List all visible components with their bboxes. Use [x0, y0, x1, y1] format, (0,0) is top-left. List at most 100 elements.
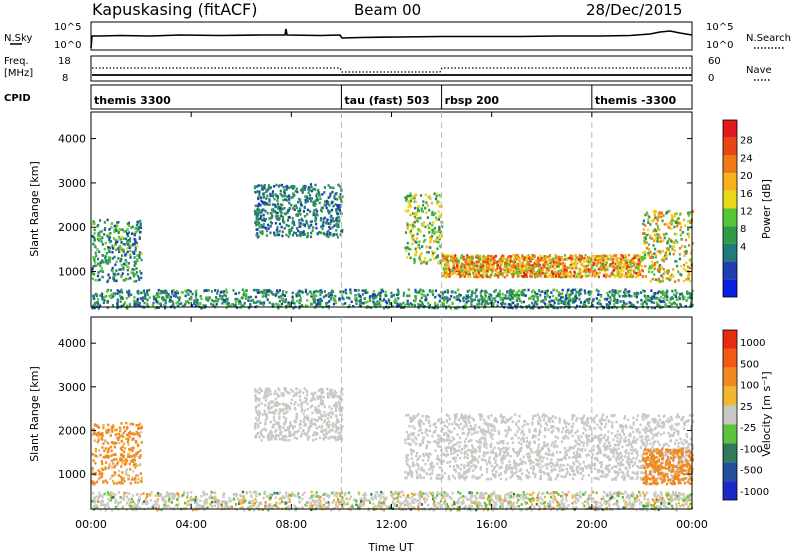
data-cell — [627, 270, 630, 273]
data-cell — [608, 275, 611, 278]
data-cell — [417, 244, 420, 247]
data-cell — [489, 266, 492, 270]
data-cell — [133, 506, 136, 510]
data-cell — [326, 232, 329, 236]
data-cell — [477, 502, 481, 505]
data-cell — [130, 271, 133, 274]
data-cell — [489, 294, 493, 297]
data-cell — [270, 216, 273, 220]
data-cell — [616, 267, 619, 270]
data-cell — [683, 263, 686, 267]
data-cell — [499, 499, 502, 502]
data-cell — [200, 306, 203, 310]
data-cell — [685, 299, 688, 302]
data-cell — [533, 272, 536, 276]
data-cell — [482, 257, 485, 261]
data-cell — [280, 302, 284, 306]
data-cell — [309, 220, 312, 224]
data-cell — [287, 505, 290, 509]
data-cell — [121, 254, 124, 257]
data-cell — [432, 213, 435, 217]
data-cell — [302, 233, 305, 236]
data-cell — [565, 274, 568, 278]
data-cell — [326, 219, 329, 223]
data-cell — [393, 299, 396, 303]
data-cell — [417, 291, 421, 294]
data-cell — [156, 497, 160, 501]
data-cell — [661, 239, 664, 243]
data-cell — [156, 494, 159, 497]
data-cell — [288, 302, 292, 305]
data-cell — [417, 204, 420, 208]
data-cell — [622, 269, 625, 273]
data-cell — [357, 506, 360, 509]
data-cell — [412, 233, 415, 237]
data-cell — [212, 303, 215, 307]
data-cell — [657, 212, 660, 215]
data-cell — [656, 278, 659, 282]
data-cell — [618, 266, 622, 270]
data-cell — [286, 199, 289, 202]
data-cell — [503, 270, 506, 274]
data-cell — [258, 190, 261, 194]
data-cell — [552, 288, 555, 292]
data-cell — [644, 224, 647, 227]
data-cell — [114, 242, 118, 245]
data-cell — [492, 261, 496, 265]
data-cell — [622, 258, 625, 262]
data-cell — [522, 274, 525, 278]
data-cell — [545, 269, 548, 273]
colorbar-swatch — [723, 120, 737, 138]
data-cell — [446, 260, 449, 264]
data-cell — [142, 492, 145, 495]
data-cell — [691, 289, 694, 293]
data-cell — [564, 297, 567, 301]
data-cell — [464, 259, 468, 262]
data-cell — [437, 293, 440, 297]
data-cell — [521, 289, 524, 292]
data-cell — [429, 240, 432, 244]
data-cell — [665, 257, 668, 260]
data-cell — [602, 262, 605, 266]
data-cell — [648, 248, 651, 251]
data-cell — [431, 210, 434, 214]
data-cell — [465, 294, 468, 298]
data-cell — [455, 257, 458, 260]
data-cell — [640, 259, 643, 263]
data-cell — [422, 240, 426, 243]
data-cell — [539, 293, 542, 297]
data-cell — [644, 237, 647, 241]
data-cell — [268, 505, 271, 509]
data-cell — [113, 224, 116, 228]
data-cell — [203, 500, 206, 503]
data-cell — [561, 508, 564, 511]
data-cell — [647, 270, 651, 274]
data-cell — [445, 492, 448, 495]
data-cell — [121, 505, 125, 508]
data-cell — [563, 268, 567, 272]
data-cell — [671, 504, 674, 508]
data-cell — [453, 271, 456, 275]
data-cell — [92, 294, 95, 298]
data-cell — [402, 291, 406, 295]
data-cell — [368, 498, 371, 502]
data-cell — [439, 244, 442, 248]
data-cell — [517, 504, 521, 508]
data-cell — [265, 229, 269, 233]
data-cell — [270, 221, 274, 225]
data-cell — [532, 254, 536, 257]
data-cell — [689, 212, 692, 216]
data-cell — [529, 266, 532, 270]
data-cell — [239, 493, 242, 497]
data-cell — [291, 226, 294, 229]
data-cell — [571, 297, 574, 301]
data-cell — [651, 306, 654, 310]
data-cell — [438, 225, 441, 229]
data-cell — [336, 212, 339, 216]
data-cell — [459, 299, 462, 303]
data-cell — [629, 275, 632, 278]
data-cell — [385, 294, 388, 298]
data-cell — [96, 248, 99, 251]
data-cell — [126, 273, 130, 276]
